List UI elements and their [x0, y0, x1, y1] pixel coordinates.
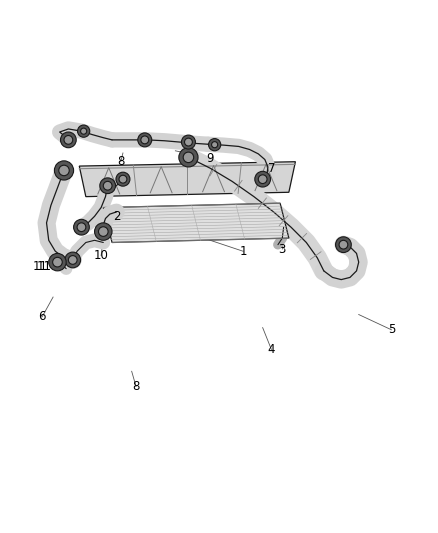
Text: 7: 7	[268, 161, 275, 175]
Circle shape	[208, 139, 221, 151]
Circle shape	[54, 161, 74, 180]
Circle shape	[119, 175, 127, 183]
Circle shape	[212, 142, 218, 148]
Circle shape	[339, 240, 348, 249]
Circle shape	[81, 128, 87, 134]
Text: 8: 8	[117, 155, 124, 168]
Circle shape	[60, 132, 76, 148]
Circle shape	[141, 136, 149, 144]
Text: 9: 9	[207, 152, 214, 165]
Circle shape	[181, 135, 195, 149]
Text: 3: 3	[279, 243, 286, 255]
Circle shape	[65, 252, 81, 268]
Circle shape	[103, 181, 112, 190]
Circle shape	[179, 148, 198, 167]
Text: 4: 4	[268, 343, 275, 356]
Circle shape	[59, 165, 69, 176]
Circle shape	[99, 227, 108, 236]
Circle shape	[255, 171, 271, 187]
Circle shape	[64, 135, 73, 144]
Polygon shape	[79, 161, 295, 197]
Circle shape	[49, 253, 66, 271]
Circle shape	[68, 256, 77, 264]
Circle shape	[78, 125, 90, 138]
Text: 8: 8	[132, 380, 140, 393]
Circle shape	[100, 178, 116, 193]
Text: 1: 1	[239, 245, 247, 258]
Circle shape	[77, 223, 86, 231]
Polygon shape	[103, 203, 289, 243]
Text: 2: 2	[113, 210, 120, 223]
Circle shape	[183, 152, 194, 163]
Text: 11: 11	[37, 260, 52, 273]
Circle shape	[116, 172, 130, 186]
Text: 10: 10	[94, 249, 109, 262]
Text: 6: 6	[39, 310, 46, 323]
Circle shape	[184, 138, 192, 146]
Circle shape	[336, 237, 351, 253]
Circle shape	[138, 133, 152, 147]
Circle shape	[258, 175, 267, 183]
Circle shape	[53, 257, 62, 267]
Circle shape	[95, 223, 112, 240]
Circle shape	[74, 220, 89, 235]
Text: 5: 5	[388, 324, 395, 336]
Text: 11: 11	[33, 260, 48, 273]
